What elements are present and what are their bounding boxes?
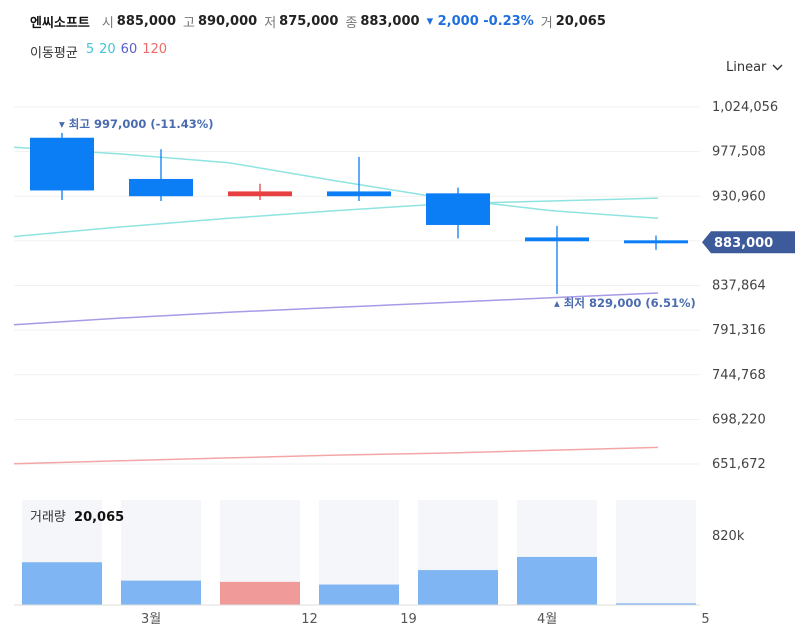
close-label: 종 (345, 15, 358, 31)
ma-line-20 (13, 197, 659, 238)
volume-bar (22, 562, 102, 605)
volume-label: 거 (540, 15, 553, 31)
candle-body (129, 178, 193, 197)
moving-average-label: 이동평균 (30, 46, 78, 61)
y-tick-label: 651,672 (712, 457, 766, 472)
high-value: 890,000 (197, 13, 258, 29)
candle-body (30, 137, 94, 191)
ma-line-120 (13, 446, 659, 465)
x-tick-label: 4월 (537, 612, 557, 627)
volume-bar (418, 570, 498, 605)
volume-title-value: 20,065 (74, 510, 125, 525)
chevron-down-icon (772, 64, 783, 71)
volume-bar (220, 581, 300, 605)
high-label: 고 (183, 15, 195, 31)
y-tick-label: 977,508 (712, 145, 766, 160)
stock-name[interactable]: 엔씨소프트 (30, 15, 90, 31)
current-price-tag (702, 231, 795, 254)
y-tick-label: 930,960 (712, 189, 766, 204)
volume-bar (517, 556, 597, 605)
y-tick-label: 698,220 (712, 412, 766, 427)
x-tick-label: 3월 (141, 612, 161, 627)
volume-bar-bg (616, 500, 696, 605)
y-tick-label: 744,768 (712, 368, 766, 383)
low-value: 875,000 (279, 13, 339, 29)
volume-bar (121, 580, 201, 605)
close-value: 883,000 (360, 13, 420, 29)
candle-body (426, 193, 490, 225)
y-tick-label: 837,864 (712, 279, 766, 294)
x-tick-label: 12 (301, 612, 318, 627)
ma-line-60 (13, 292, 659, 326)
candle-body (228, 191, 292, 197)
ma-period-120[interactable]: 120 (142, 42, 168, 57)
y-tick-label: 791,316 (712, 323, 766, 338)
ma-line-5 (13, 146, 659, 220)
volume-y-tick: 820k (712, 529, 745, 544)
low-label: 저 (264, 15, 277, 31)
scale-label: Linear (726, 60, 767, 75)
y-tick-label: 1,024,056 (712, 100, 778, 115)
candle-body (327, 191, 391, 197)
ma-period-5[interactable]: 5 (85, 42, 95, 57)
min-price-annotation: ▴ 최저 829,000 (6.51%) (554, 296, 696, 310)
candle-body (624, 240, 688, 244)
x-tick-label: 5 (701, 612, 709, 627)
open-value: 885,000 (116, 13, 176, 29)
change-value: ▾ 2,000 -0.23% (426, 13, 534, 29)
ma-period-20[interactable]: 20 (99, 42, 116, 57)
open-label: 시 (101, 15, 114, 31)
quote-header: 엔씨소프트 시 885,000 고 890,000 저 875,000 종 88… (30, 10, 613, 32)
volume-title-label: 거래량 (30, 510, 66, 525)
max-price-annotation: ▾ 최고 997,000 (-11.43%) (59, 117, 214, 131)
volume-title: 거래량 20,065 (30, 506, 124, 525)
scale-selector[interactable]: Linear (726, 60, 783, 75)
x-tick-label: 19 (400, 612, 417, 627)
volume-bar (319, 584, 399, 605)
candle-body (525, 237, 589, 242)
volume-bar (616, 603, 696, 605)
ma-period-60[interactable]: 60 (120, 42, 138, 57)
moving-average-legend[interactable]: 이동평균 5 20 60 120 (30, 42, 167, 61)
volume-value: 20,065 (555, 13, 606, 29)
current-price-label: 883,000 (714, 236, 773, 251)
